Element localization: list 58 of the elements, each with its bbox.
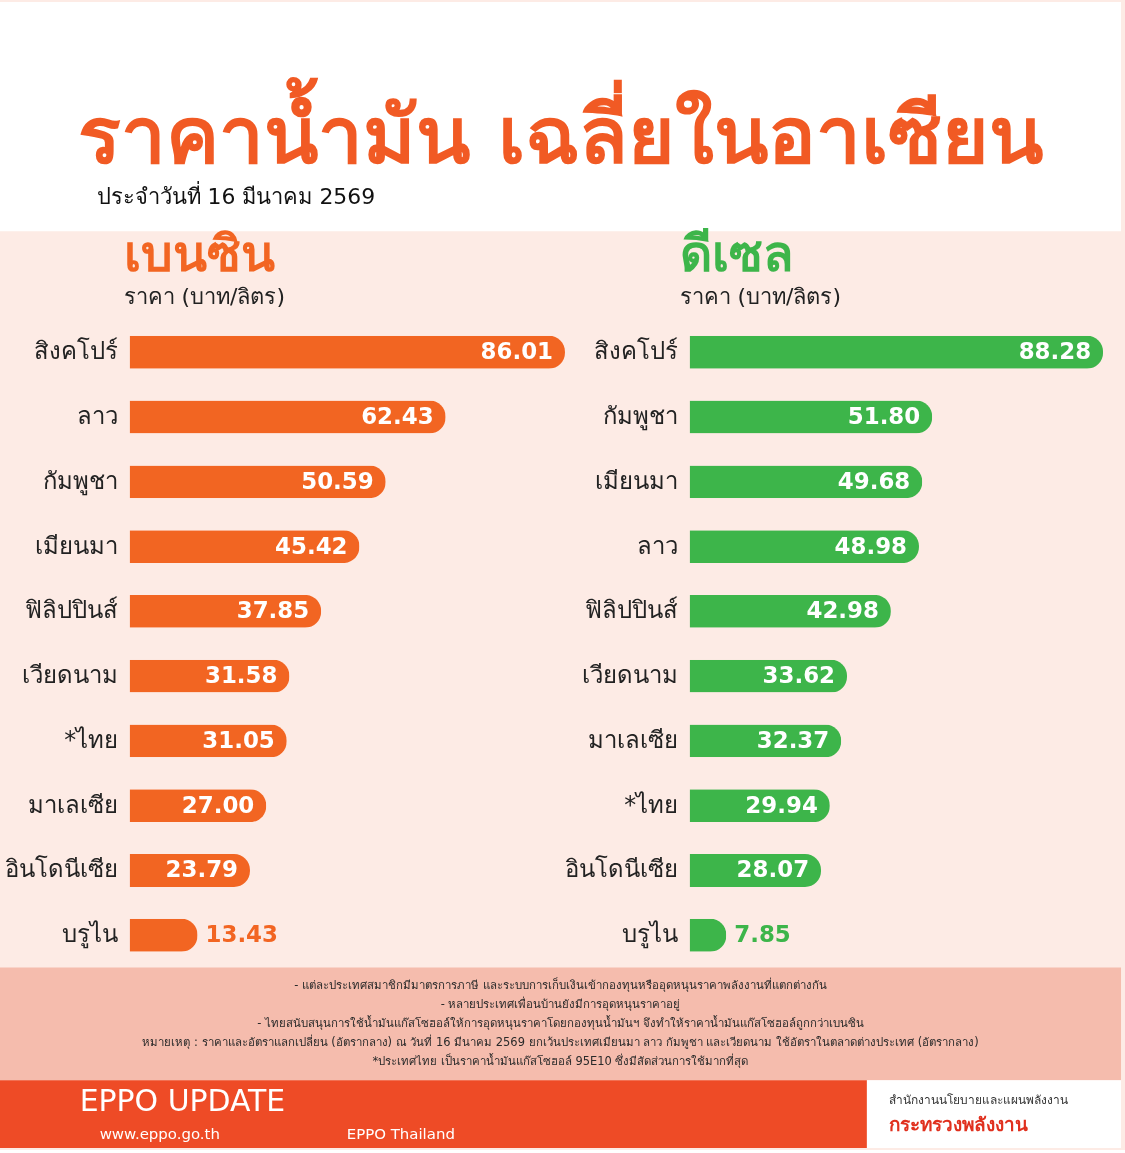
y-tick-label: เวียดนาม [22, 661, 119, 690]
chart-title: ดีเซล [679, 225, 794, 284]
y-tick-label: เวียดนาม [582, 661, 679, 690]
data-label: 88.28 [1018, 338, 1092, 365]
y-tick-label: มาเลเซีย [588, 725, 679, 754]
text: www.eppo.go.th [99, 1124, 220, 1143]
data-label: 42.98 [806, 597, 879, 624]
bar [129, 918, 198, 952]
y-tick-label: เมียนมา [35, 531, 119, 560]
data-label: 7.85 [734, 921, 791, 948]
text: หมายเหตุ : ราคาและอัตราแลกเปลี่ยน (อัตรากลาง) ณ วันที่ 16 มีนาคม 2569 ยกเว้นประเทศเมียนมา ลาว กัมพูชา และเวียดนาม ใช้อัตราในตลาดต่างประเทศ (อัตรากลาง) [142, 1034, 979, 1050]
y-tick-label: *ไทย [624, 790, 679, 819]
data-label: 86.01 [480, 338, 554, 365]
y-tick-label: อินโดนีเซีย [565, 855, 679, 884]
text: *ประเทศไทย เป็นราคาน้ำมันแก๊สโซฮอล์ 95E10 ซึ่งมีสัดส่วนการใช้มากที่สุด [372, 1053, 749, 1069]
data-label: 50.59 [301, 467, 374, 494]
y-tick-label: เมียนมา [595, 466, 679, 495]
data-label: 27.00 [181, 791, 255, 818]
text: EPPO Thailand [346, 1124, 455, 1143]
text: EPPO UPDATE [79, 1083, 286, 1119]
y-tick-label: มาเลเซีย [28, 790, 119, 819]
data-label: 32.37 [756, 726, 830, 753]
data-label: 37.85 [236, 597, 310, 624]
data-label: 29.94 [745, 791, 818, 818]
y-tick-label: อินโดนีเซีย [5, 855, 119, 884]
data-label: 49.68 [837, 467, 911, 494]
text: กระทรวงพลังงาน [888, 1113, 1028, 1136]
data-label: 62.43 [361, 403, 434, 430]
y-tick-label: ฟิลิปปินส์ [585, 596, 679, 625]
text: - ไทยสนับสนุนการใช้น้ำมันแก๊สโซฮอล์ให้การอุดหนุนราคาโดยกองทุนน้ำมันฯ จึงทำให้ราคาน้ำมันแก๊สโซฮอล์ถูกกว่าเบนซิน [257, 1014, 864, 1030]
data-label: 48.98 [834, 532, 908, 559]
y-tick-label: กัมพูชา [603, 402, 679, 432]
y-tick-label: ลาว [77, 402, 119, 431]
text: สำนักงานนโยบายและแผนพลังงาน [888, 1093, 1068, 1108]
text: - หลายประเทศเพื่อนบ้านยังมีการอุดหนุนราคาอยู่ [440, 995, 681, 1011]
y-tick-label: สิงคโปร์ [34, 337, 119, 366]
data-label: 33.62 [762, 662, 836, 689]
data-label: 31.05 [202, 726, 275, 753]
y-tick-label: สิงคโปร์ [594, 337, 679, 366]
y-tick-label: ลาว [637, 531, 679, 560]
bar [689, 335, 1104, 369]
text: ประจำวันที่ 16 มีนาคม 2569 [96, 181, 376, 210]
data-label: 51.80 [847, 403, 921, 430]
y-tick-label: ฟิลิปปินส์ [25, 596, 119, 625]
data-label: 13.43 [205, 921, 278, 948]
data-label: 45.42 [275, 532, 348, 559]
y-tick-label: *ไทย [64, 725, 119, 754]
data-label: 28.07 [736, 856, 810, 883]
data-label: 23.79 [165, 856, 239, 883]
data-label: 31.58 [205, 662, 278, 689]
text: - แต่ละประเทศสมาชิกมีมาตรการภาษี และระบบการเก็บเงินเข้ากองทุนหรืออุดหนุนราคาพลังงานที่แตกต่างกัน [294, 976, 827, 992]
y-tick-label: บรูไน [62, 920, 119, 950]
y-tick-label: กัมพูชา [43, 466, 119, 496]
chart-subtitle: ราคา (บาท/ลิตร) [123, 283, 285, 309]
chart-subtitle: ราคา (บาท/ลิตร) [679, 283, 842, 309]
y-tick-label: บรูไน [622, 920, 679, 950]
chart-title: เบนซิน [123, 225, 275, 284]
bar [129, 335, 565, 369]
